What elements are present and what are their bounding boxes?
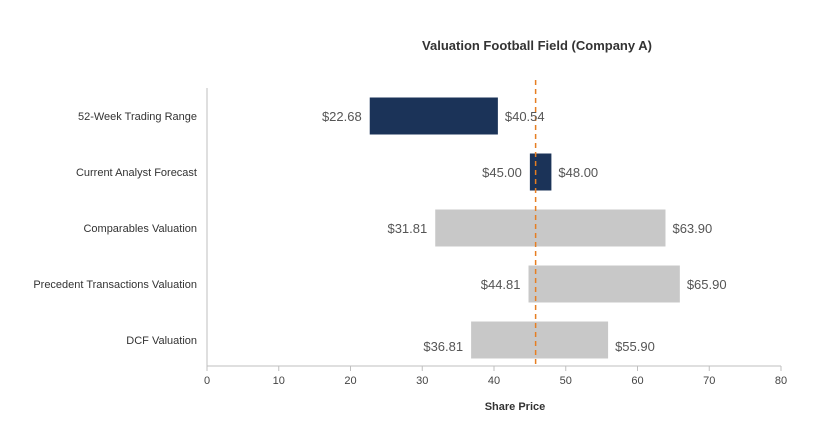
high-value-label: $40.54 — [505, 109, 545, 124]
value-labels: $22.68 $40.54 $45.00 $48.00 $31.81 $63.90 $44.… — [322, 109, 727, 354]
range-bars — [369, 97, 680, 359]
category-label: Precedent Transactions Valuation — [33, 279, 197, 291]
high-value-label: $63.90 — [672, 221, 712, 236]
x-axis: 0 10 20 30 40 50 60 70 80 52-Week Trading Range Cu… — [33, 88, 787, 387]
range-bar — [528, 265, 680, 303]
x-tick-label: 60 — [631, 375, 643, 387]
category-label: DCF Valuation — [126, 335, 197, 347]
category-label: Comparables Valuation — [83, 223, 197, 235]
range-bar — [435, 209, 666, 247]
range-bar — [529, 153, 552, 191]
range-bar — [369, 97, 498, 135]
low-value-label: $36.81 — [423, 339, 463, 354]
x-axis-title: Share Price — [485, 401, 546, 413]
low-value-label: $44.81 — [481, 277, 521, 292]
high-value-label: $55.90 — [615, 339, 655, 354]
x-tick-label: 40 — [488, 375, 500, 387]
category-label: 52-Week Trading Range — [78, 111, 197, 123]
x-tick-label: 0 — [204, 375, 210, 387]
high-value-label: $65.90 — [687, 277, 727, 292]
high-value-label: $48.00 — [558, 165, 598, 180]
range-bar — [471, 321, 609, 359]
x-tick-label: 20 — [344, 375, 356, 387]
x-tick-label: 50 — [560, 375, 572, 387]
x-tick-label: 80 — [775, 375, 787, 387]
x-tick-label: 10 — [273, 375, 285, 387]
x-tick-label: 30 — [416, 375, 428, 387]
low-value-label: $45.00 — [482, 165, 522, 180]
x-tick-label: 70 — [703, 375, 715, 387]
chart-title: Valuation Football Field (Company A) — [422, 38, 652, 53]
category-label: Current Analyst Forecast — [76, 167, 197, 179]
low-value-label: $22.68 — [322, 109, 362, 124]
low-value-label: $31.81 — [387, 221, 427, 236]
